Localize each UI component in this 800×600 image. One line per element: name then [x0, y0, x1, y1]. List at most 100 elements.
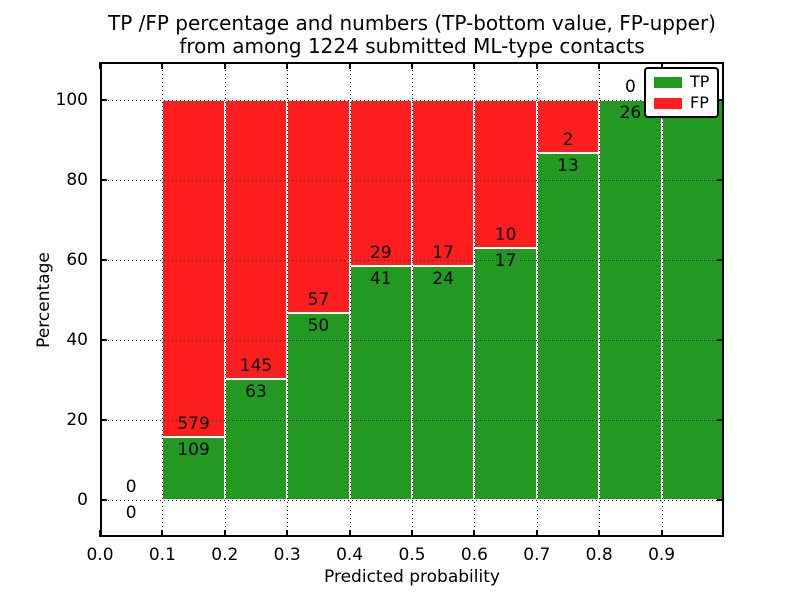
y-tick-right [717, 339, 724, 341]
gridline-vertical [412, 62, 413, 537]
legend-label: TP [690, 72, 710, 91]
bar-segment-tp [412, 265, 475, 500]
x-tick-label: 0.1 [148, 545, 176, 565]
bar-count-label-tp: 109 [177, 439, 210, 460]
bar-segment-fp [224, 100, 288, 379]
y-tick-label: 80 [66, 170, 88, 190]
bar-segment-fp [287, 100, 350, 314]
bar-count-label-fp: 29 [369, 242, 392, 263]
x-tick-top [99, 62, 101, 69]
chart-title: TP /FP percentage and numbers (TP-bottom… [100, 12, 724, 58]
bar-segment-tp [599, 100, 662, 500]
y-tick-label: 0 [77, 490, 88, 510]
x-tick-label: 0.3 [273, 545, 301, 565]
bar-segment-tp [536, 153, 600, 500]
bar-count-label-tp: 63 [245, 381, 267, 402]
legend-item: FP [654, 95, 709, 111]
x-tick-bottom [161, 530, 164, 537]
chart-title-line1: TP /FP percentage and numbers (TP-bottom… [108, 11, 716, 35]
gridline-vertical [599, 62, 601, 537]
bar-count-label-fp: 145 [239, 355, 273, 376]
gridline-vertical [536, 62, 538, 537]
bar-count-label-tp: 26 [619, 103, 642, 123]
y-tick-label: 20 [66, 410, 88, 430]
bar-count-label-tp: 13 [557, 156, 579, 177]
bar-segment-tp [474, 248, 537, 500]
y-tick-left [100, 499, 107, 501]
x-tick-bottom [660, 530, 663, 537]
y-tick-left [100, 179, 107, 181]
bar-segment-fp [536, 100, 600, 154]
bar-count-label-tp: 50 [307, 316, 330, 337]
legend: TP FP [644, 67, 720, 118]
y-tick-left [100, 259, 107, 261]
plot-area: 00579109145635750294117241017213026042 T… [99, 62, 724, 537]
x-tick-label: 0.5 [398, 545, 426, 565]
chart-title-line2: from among 1224 submitted ML-type contac… [179, 34, 645, 58]
x-tick-bottom [223, 530, 226, 537]
x-tick-bottom [473, 530, 476, 537]
gridline-vertical [287, 62, 289, 537]
x-tick-bottom [411, 530, 413, 537]
bar-count-label-tp: 0 [125, 503, 137, 523]
bar-count-label-fp: 579 [177, 413, 210, 434]
bar-count-label-fp: 2 [562, 130, 574, 151]
x-tick-label: 0.4 [336, 545, 364, 565]
y-tick-right [717, 259, 724, 261]
x-tick-label: 0.6 [460, 545, 488, 565]
x-tick-top [161, 62, 164, 69]
legend-swatch-tp [654, 76, 682, 88]
bar-segment-tp [287, 313, 350, 500]
y-tick-left [100, 339, 107, 341]
x-tick-top [411, 62, 413, 69]
bar-count-label-fp: 10 [494, 225, 517, 246]
y-tick-label: 100 [55, 90, 88, 110]
legend-item: TP [654, 74, 709, 90]
x-tick-label: 0.8 [585, 545, 613, 565]
bar-count-label-tp: 17 [494, 251, 517, 272]
bar-segment-tp [661, 100, 724, 500]
legend-label: FP [690, 93, 709, 112]
x-tick-bottom [598, 530, 601, 537]
y-tick-label: 40 [66, 330, 88, 350]
x-tick-bottom [535, 530, 538, 537]
bar-count-label-tp: 24 [432, 268, 454, 289]
x-axis-label: Predicted probability [324, 567, 500, 587]
gridline-vertical [474, 62, 476, 537]
x-tick-top [473, 62, 476, 69]
x-tick-label: 0.7 [523, 545, 551, 565]
bar-count-label-tp: 41 [369, 268, 392, 289]
y-tick-left [100, 419, 107, 421]
x-tick-top [348, 62, 351, 69]
bar-count-label-fp: 57 [307, 290, 330, 311]
x-tick-label: 0.0 [86, 545, 114, 565]
gridline-vertical [661, 62, 663, 537]
y-tick-label: 60 [66, 250, 88, 270]
x-tick-bottom [99, 530, 101, 537]
bar-count-label-fp: 0 [125, 477, 137, 497]
bar-segment-fp [474, 100, 537, 249]
y-tick-right [717, 419, 724, 421]
x-tick-top [660, 62, 663, 69]
bar-count-label-fp: 17 [432, 242, 454, 263]
bar-count-label-fp: 0 [624, 77, 636, 97]
x-tick-top [223, 62, 226, 69]
x-tick-top [535, 62, 538, 69]
y-tick-right [717, 499, 724, 501]
bar-segment-fp [349, 100, 412, 266]
legend-swatch-fp [654, 97, 682, 109]
bar-segment-tp [349, 265, 412, 500]
y-tick-right [717, 179, 724, 181]
gridline-vertical [162, 62, 164, 537]
gridline-vertical [224, 62, 226, 537]
y-tick-left [100, 99, 107, 101]
bar-segment-fp [162, 100, 225, 437]
x-tick-bottom [286, 530, 289, 537]
y-tick-right [717, 99, 724, 101]
x-tick-label: 0.2 [211, 545, 239, 565]
x-tick-label: 0.9 [648, 545, 676, 565]
bar-segment-tp [162, 436, 225, 500]
x-tick-top [598, 62, 601, 69]
x-tick-bottom [348, 530, 351, 537]
